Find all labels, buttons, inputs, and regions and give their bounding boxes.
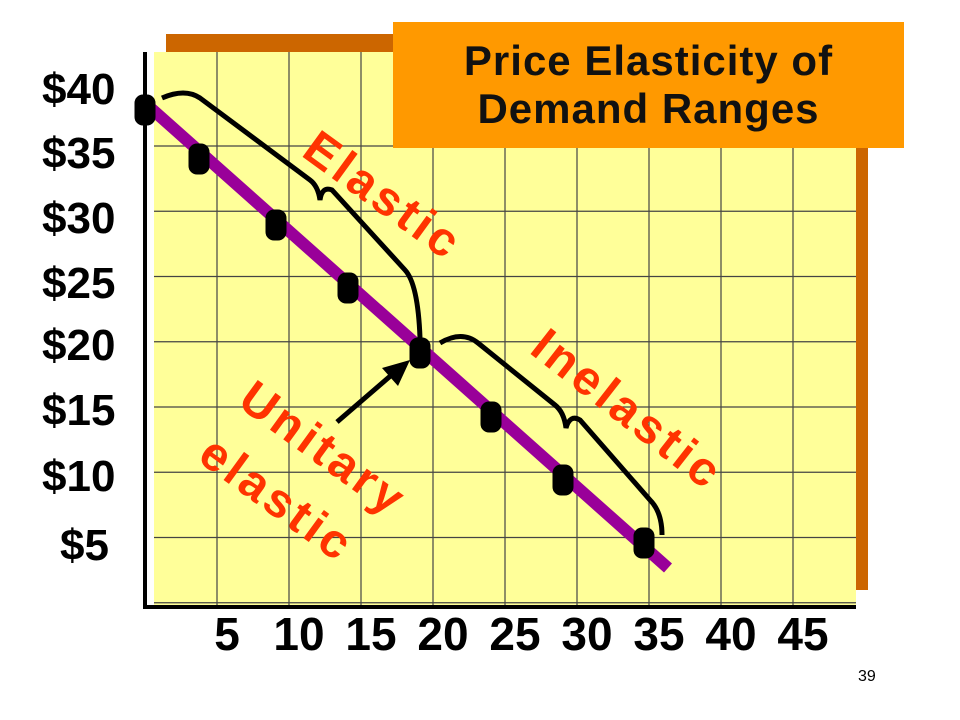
data-point — [633, 527, 655, 559]
y-tick-label: $20 — [42, 321, 115, 370]
x-tick-label: 30 — [561, 608, 612, 660]
inelastic-brace — [438, 334, 665, 536]
range-braces — [161, 90, 665, 536]
data-point — [409, 337, 431, 369]
x-tick-label: 15 — [345, 608, 396, 660]
y-tick-label: $35 — [42, 129, 115, 178]
y-tick-label: $25 — [42, 259, 115, 308]
x-tick-label: 40 — [705, 608, 756, 660]
chart-title-line1: Price Elasticity of — [463, 37, 834, 84]
data-point — [134, 94, 156, 126]
axes — [143, 52, 856, 609]
y-tick-label: $10 — [42, 452, 115, 501]
demand-line — [141, 98, 672, 573]
y-tick-label: $5 — [60, 521, 109, 570]
x-tick-label: 45 — [777, 608, 828, 660]
demand-series — [134, 94, 672, 573]
x-tick-label: 5 — [214, 608, 240, 660]
y-tick-label: $30 — [42, 194, 115, 243]
x-tick-label: 20 — [417, 608, 468, 660]
x-tick-label: 35 — [633, 608, 684, 660]
tick-labels: 5 10 15 20 25 30 35 40 45 $40 $35 $30 $25 $20 $15 $10 $5 — [42, 65, 829, 660]
elastic-brace — [161, 90, 423, 339]
data-point — [480, 401, 502, 433]
unitary-arrow — [335, 360, 410, 424]
y-tick-label: $15 — [42, 386, 115, 435]
arrow-head — [382, 360, 410, 386]
chart-title-line2: Demand Ranges — [477, 85, 820, 132]
page-number: 39 — [858, 668, 876, 685]
title-box: Price Elasticity of Demand Ranges — [393, 22, 904, 148]
arrow-shaft — [335, 370, 397, 424]
data-point — [188, 143, 210, 175]
y-tick-label: $40 — [42, 65, 115, 114]
data-point — [265, 209, 287, 241]
x-tick-label: 10 — [273, 608, 324, 660]
data-point — [337, 272, 359, 304]
data-point — [552, 464, 574, 496]
x-tick-label: 25 — [489, 608, 540, 660]
